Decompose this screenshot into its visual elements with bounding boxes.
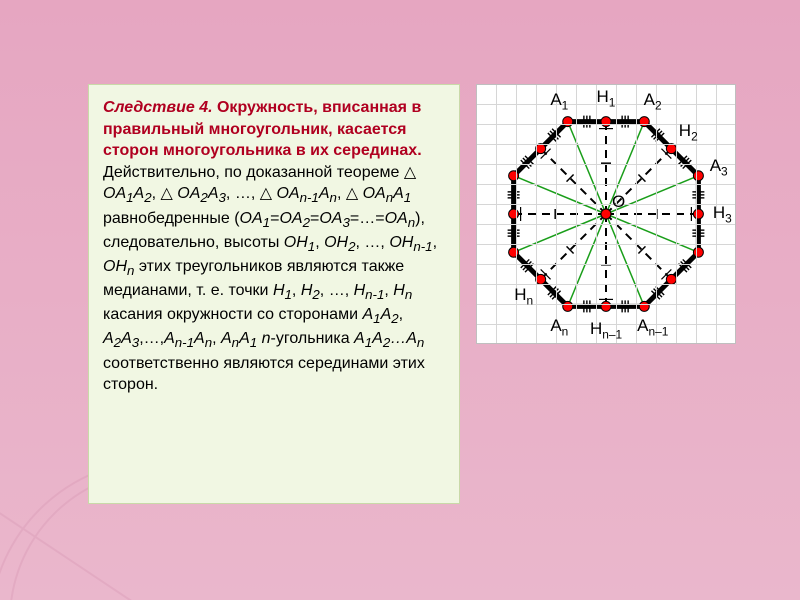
- diagram: A2 A3 An–1 An A1 H2 H3 Hn–1 Hn H1 O: [476, 84, 736, 344]
- diagram-center-label: O: [612, 192, 625, 212]
- slide: Следствие 4. Окружность, вписанная в пра…: [0, 0, 800, 600]
- diagram-label: Hn: [514, 285, 533, 307]
- theorem-text-box: Следствие 4. Окружность, вписанная в пра…: [88, 84, 460, 504]
- diagram-label: H1: [597, 87, 616, 109]
- diagram-label: An: [550, 316, 568, 338]
- diagram-label: H2: [679, 121, 698, 143]
- diagram-label: H3: [713, 203, 732, 225]
- diagram-label: An–1: [637, 316, 668, 338]
- corollary-body: Действительно, по доказанной теореме △ O…: [103, 164, 437, 393]
- diagram-label: A2: [644, 90, 662, 112]
- diagram-label: A1: [550, 90, 568, 112]
- diagram-label: Hn–1: [590, 319, 622, 341]
- diagram-label: A3: [710, 156, 728, 178]
- corollary-label: Следствие 4.: [103, 99, 213, 116]
